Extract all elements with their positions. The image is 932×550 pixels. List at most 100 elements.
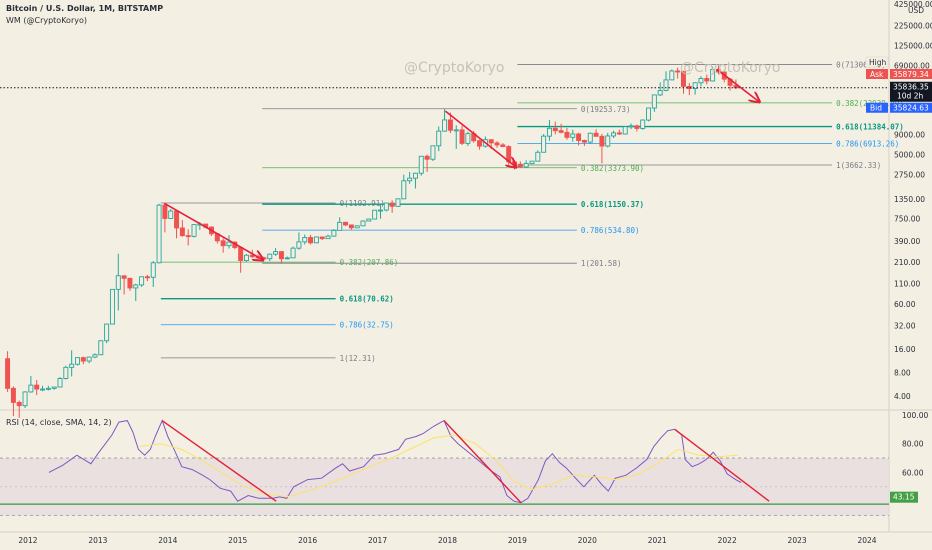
candle-body-2021-02 — [663, 79, 669, 91]
candle-body-2014-11 — [226, 241, 232, 247]
fib-label-2-0.618: 0.618(11384.07) — [836, 123, 904, 132]
candle-body-2020-04 — [605, 135, 611, 147]
candle-body-2018-03 — [459, 129, 465, 144]
candle-body-2015-08 — [278, 251, 284, 260]
high-tag-bg — [865, 56, 889, 68]
candle-body-2012-01 — [28, 384, 34, 393]
high-tag-text: High — [869, 58, 886, 67]
price-tick-8: 750.00 — [894, 215, 920, 224]
candle-body-2018-08 — [488, 139, 494, 144]
candle-body-2018-01 — [447, 119, 453, 131]
candle-body-2013-06 — [127, 277, 133, 289]
bid-tag: Bid 35824.63 — [866, 102, 932, 113]
rsi-tick-1: 80.00 — [902, 440, 924, 449]
rsi-ma-line — [139, 434, 738, 498]
candle-body-2013-05 — [121, 275, 127, 279]
candle-body-2020-10 — [640, 119, 646, 129]
watermark-1: @CryptoKoryo — [404, 60, 504, 76]
candle-body-2017-05 — [401, 180, 407, 200]
candle-body-2017-12 — [442, 119, 448, 132]
time-tick-2014: 2014 — [158, 536, 177, 545]
candle-body-2012-12 — [92, 354, 98, 358]
candle-body-2015-01 — [238, 247, 244, 261]
rsi-tick-0: 100.00 — [902, 411, 928, 420]
candle-body-2016-08 — [348, 224, 354, 229]
price-trend-arrow-0 — [163, 202, 262, 259]
candle-body-2013-02 — [104, 323, 110, 342]
bid-tag-value: 35824.63 — [893, 104, 929, 113]
candle-body-2021-10 — [710, 69, 716, 82]
candle-body-2015-10 — [290, 247, 296, 259]
candle-body-2016-07 — [343, 221, 349, 226]
ask-tag-label-bg — [866, 69, 888, 79]
candle-body-2016-10 — [360, 220, 366, 227]
fib-label-0-0: 0(1192.91) — [340, 199, 385, 208]
rsi-trend-line-0 — [161, 420, 277, 502]
candle-body-2021-09 — [704, 78, 710, 82]
price-tick-13: 32.00 — [894, 322, 916, 331]
candle-body-2016-06 — [337, 221, 343, 231]
candle-body-2017-06 — [407, 177, 413, 182]
fib-label-1-0.382: 0.382(3373.90) — [581, 164, 644, 173]
candle-body-2021-03 — [669, 70, 675, 81]
fib-label-0-1: 1(12.31) — [340, 354, 376, 363]
candle-body-2019-08 — [558, 130, 564, 133]
time-tick-2013: 2013 — [88, 536, 107, 545]
candle-body-2016-03 — [319, 236, 325, 240]
price-tick-4: 9000.00 — [894, 131, 925, 140]
time-tick-2022: 2022 — [718, 536, 737, 545]
candle-body-2019-02 — [523, 163, 529, 168]
candle-body-2018-10 — [500, 144, 506, 148]
rsi-last-value: 43.15 — [893, 493, 915, 502]
grid — [0, 0, 932, 533]
candle-body-2012-05 — [51, 386, 57, 389]
candle-body-2020-01 — [587, 132, 593, 143]
candle-body-2014-03 — [179, 227, 185, 237]
fib-label-2-1: 1(3662.33) — [836, 161, 881, 170]
price-tick-14: 16.00 — [894, 345, 916, 354]
candle-body-2012-03 — [40, 388, 46, 391]
candle-body-2019-07 — [552, 127, 558, 132]
time-tick-2018: 2018 — [438, 536, 457, 545]
candle-body-2016-02 — [313, 236, 319, 244]
time-tick-2017: 2017 — [368, 536, 387, 545]
candle-body-2015-07 — [273, 251, 279, 255]
candle-body-2019-12 — [581, 140, 587, 143]
candle-body-2019-05 — [541, 135, 547, 153]
candle-body-2019-10 — [570, 133, 576, 138]
price-tick-3: 69000.00 — [894, 62, 930, 71]
candle-body-2015-06 — [267, 253, 273, 260]
bid-tag-label: Bid — [870, 104, 882, 113]
candle-body-2013-01 — [98, 340, 104, 356]
candle-body-2013-11 — [156, 204, 162, 264]
candle-body-2014-04 — [185, 235, 191, 238]
price-tick-5: 5000.00 — [894, 150, 925, 159]
candle-body-2012-02 — [34, 384, 40, 390]
candle-body-2017-11 — [436, 130, 442, 147]
candle-body-2012-06 — [57, 378, 63, 388]
candle-body-2017-04 — [395, 198, 401, 207]
bid-tag-label-bg — [866, 102, 888, 113]
candle-body-2012-11 — [86, 356, 92, 362]
candle-body-2016-11 — [366, 218, 372, 222]
candle-body-2021-07 — [692, 82, 698, 89]
candle-body-2015-12 — [302, 237, 308, 243]
rsi-series — [48, 419, 742, 504]
rsi-band — [0, 457, 889, 517]
candle-body-2015-02 — [243, 254, 249, 261]
candle-body-2017-08 — [418, 155, 424, 174]
candle-body-2014-02 — [174, 210, 180, 229]
candle-body-2017-03 — [389, 202, 395, 207]
time-tick-2015: 2015 — [228, 536, 247, 545]
price-trend-arrow-2 — [716, 68, 759, 101]
countdown: 10d 2h — [897, 92, 923, 101]
candle-body-2019-09 — [564, 131, 570, 138]
price-tick-6: 2750.00 — [894, 171, 925, 180]
candle-body-2017-07 — [412, 172, 418, 179]
candle-body-2020-05 — [611, 132, 617, 137]
candle-body-2015-11 — [296, 241, 302, 249]
candle-body-2021-01 — [657, 89, 663, 96]
fib-levels: 0(1192.91) 0.382(207.86) 0.618(70.62) 0.786… — [160, 60, 904, 363]
fib-label-2-0: 0(71306.66) — [836, 60, 886, 69]
